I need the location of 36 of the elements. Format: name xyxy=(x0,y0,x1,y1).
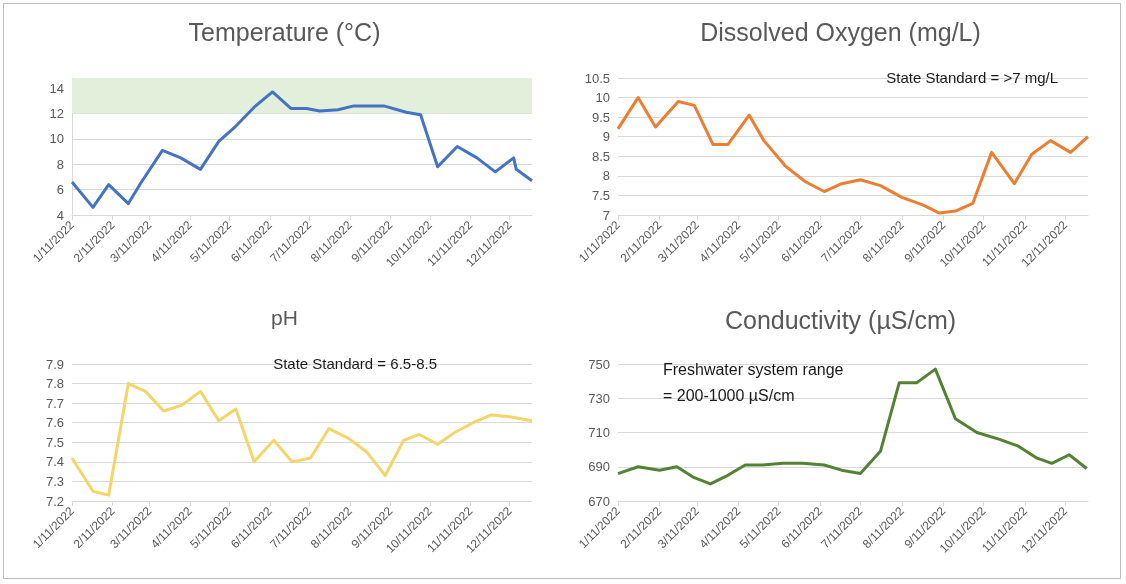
annotation: State Standard = >7 mg/L xyxy=(886,69,1059,86)
y-tick-label: 8 xyxy=(56,156,64,172)
line-series xyxy=(70,382,534,497)
chart-title: Dissolved Oxygen (mg/L) xyxy=(700,17,981,46)
y-tick-label: 12 xyxy=(49,106,64,122)
y-tick-label: 9.5 xyxy=(591,109,610,125)
y-tick-label: 7.5 xyxy=(45,434,64,450)
annotation: Freshwater system range = 200-1000 µS/cm xyxy=(663,360,848,404)
y-tick-label: 7.5 xyxy=(591,187,610,203)
y-tick-label: 7.9 xyxy=(45,356,64,372)
y-tick-label: 7.3 xyxy=(45,473,64,489)
line-series xyxy=(70,90,534,209)
y-tick-label: 8 xyxy=(602,168,610,184)
y-tick-label: 750 xyxy=(588,356,610,372)
y-tick-label: 7.7 xyxy=(45,395,64,411)
chart-title: Conductivity (µS/cm) xyxy=(724,305,957,334)
y-tick-label: 690 xyxy=(588,459,610,475)
annotation: State Standard = 6.5-8.5 xyxy=(273,355,438,372)
y-tick-label: 710 xyxy=(588,425,610,440)
y-tick-label: 8.5 xyxy=(591,148,610,164)
y-tick-label: 4 xyxy=(56,207,64,223)
y-tick-label: 670 xyxy=(588,493,610,509)
y-tick-label: 730 xyxy=(588,390,610,406)
y-tick-label: 7.6 xyxy=(45,415,64,431)
y-tick-label: 7.4 xyxy=(45,454,64,470)
y-tick-label: 10 xyxy=(595,90,610,106)
y-tick-label: 6 xyxy=(56,182,64,198)
y-tick-label: 14 xyxy=(49,80,64,96)
y-tick-label: 10.5 xyxy=(584,70,610,86)
chart-title: Temperature (°C) xyxy=(188,17,381,46)
y-tick-label: 10 xyxy=(49,131,64,147)
y-tick-label: 7.2 xyxy=(45,493,64,509)
chart-title: pH xyxy=(271,306,298,329)
y-tick-label: 7.8 xyxy=(45,376,64,392)
y-tick-label: 7 xyxy=(602,207,610,223)
y-tick-label: 9 xyxy=(602,129,610,145)
